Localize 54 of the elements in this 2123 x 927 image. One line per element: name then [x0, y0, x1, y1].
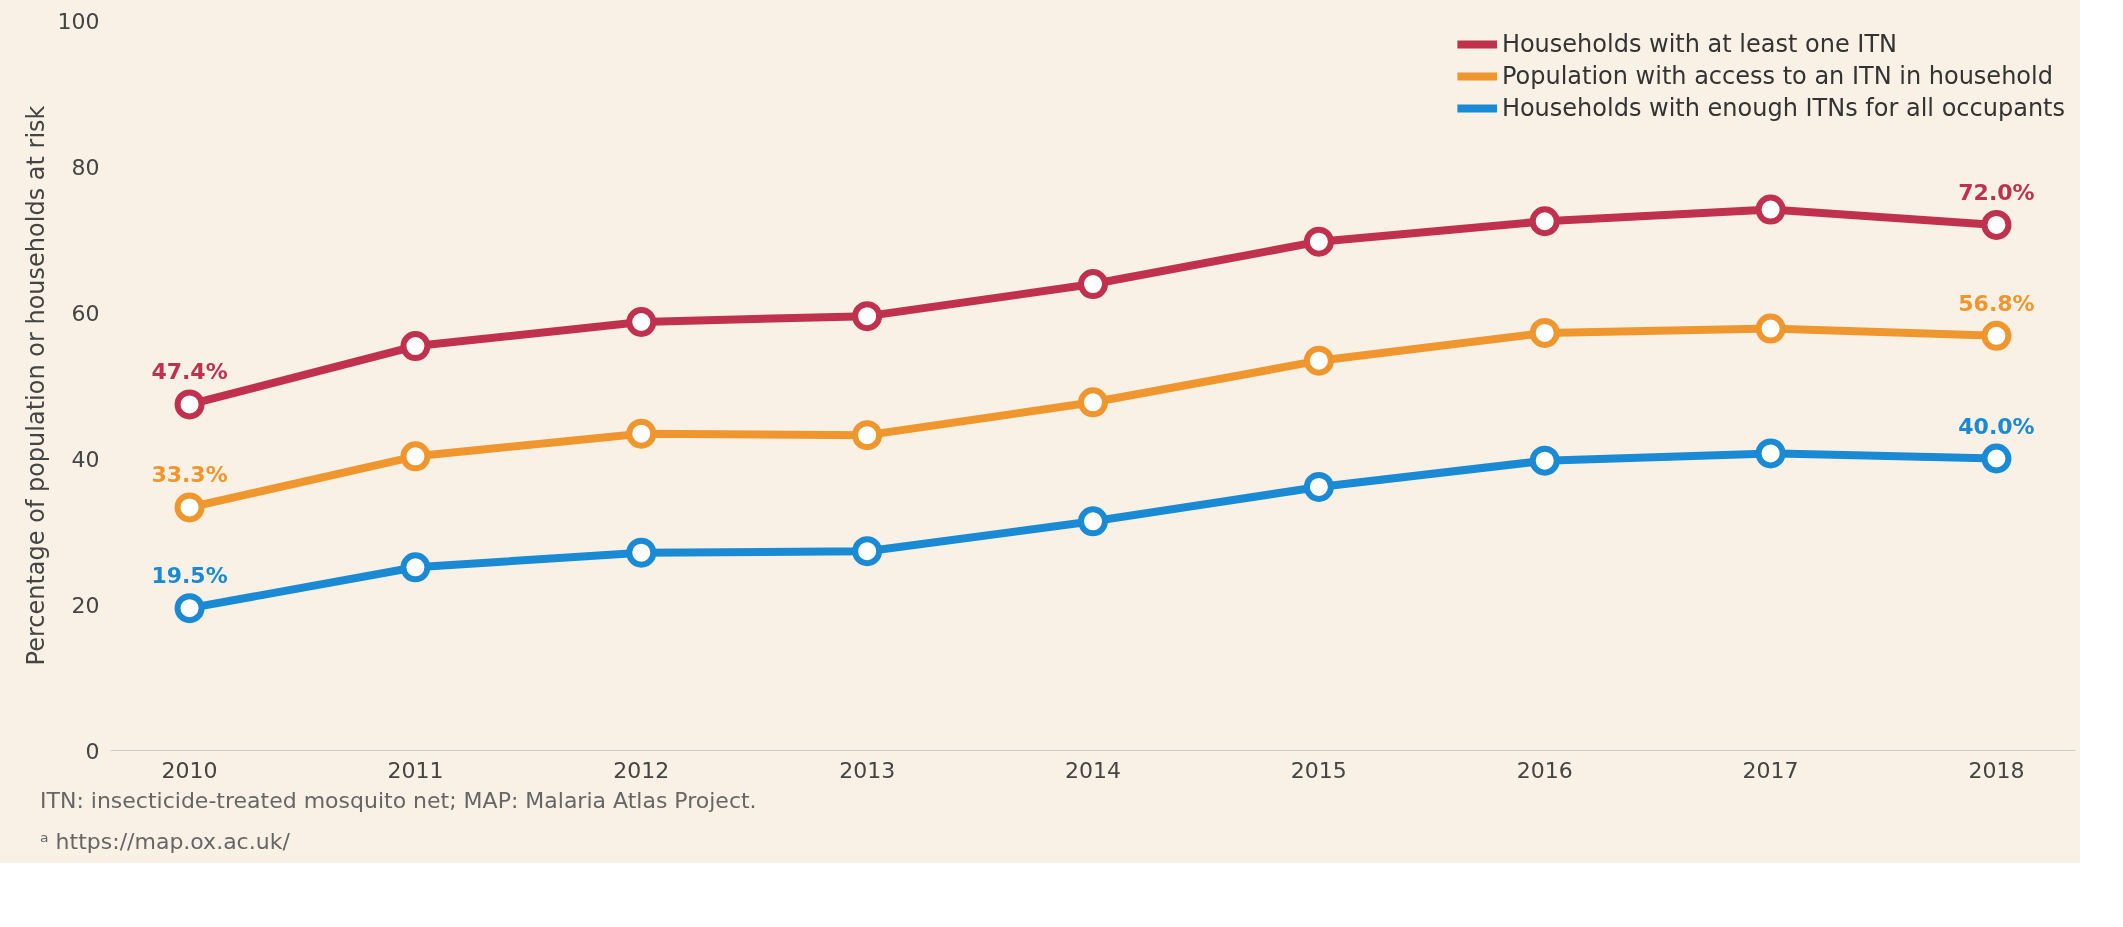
y-tick-label: 0 — [85, 738, 100, 764]
point — [1529, 317, 1560, 348]
point — [1981, 320, 2012, 351]
y-tick-label: 80 — [71, 154, 100, 180]
point — [852, 536, 883, 567]
point — [400, 441, 431, 472]
point — [626, 418, 657, 449]
point — [1078, 506, 1108, 537]
x-tick-label: 2017 — [1742, 757, 1799, 783]
data-label: 72.0% — [1958, 179, 2035, 205]
x-tick-label: 2015 — [1290, 757, 1347, 783]
point — [1529, 445, 1560, 476]
point — [174, 389, 205, 420]
point — [1303, 226, 1334, 257]
data-label: 19.5% — [151, 563, 228, 589]
point — [400, 331, 431, 362]
point — [626, 307, 657, 337]
text: ᵃ https://map.ox.ac.uk/ — [40, 828, 290, 857]
point — [174, 492, 205, 523]
point — [852, 420, 883, 451]
y-tick-label: 20 — [71, 592, 100, 618]
point — [1755, 438, 1786, 469]
data-label: 47.4% — [151, 359, 228, 385]
data-label: 56.8% — [1958, 290, 2035, 316]
y-axis-title: Percentage of population or households at risk — [21, 105, 50, 666]
point — [1981, 443, 2012, 474]
y-tick-label: 40 — [71, 446, 100, 472]
data-label: 33.3% — [151, 462, 228, 488]
legend-label: Households with at least one ITN — [1501, 30, 1897, 58]
point — [1303, 471, 1334, 502]
legend-label: Households with enough ITNs for all occupants — [1501, 94, 2065, 122]
x-tick-label: 2011 — [387, 757, 444, 783]
point — [1755, 313, 1786, 344]
legend-label: Population with access to an ITN in household — [1501, 62, 2053, 90]
x-tick-label: 2018 — [1968, 757, 2025, 783]
point — [1755, 194, 1786, 225]
point — [1303, 345, 1334, 376]
point — [1078, 387, 1108, 418]
point — [400, 552, 431, 583]
point — [1981, 209, 2012, 240]
point — [1529, 206, 1560, 237]
point — [174, 593, 205, 624]
x-tick-label: 2010 — [161, 757, 218, 783]
x-tick-label: 2012 — [613, 757, 670, 783]
x-tick-label: 2013 — [839, 757, 896, 783]
data-label: 40.0% — [1958, 413, 2035, 439]
point — [852, 301, 883, 332]
y-tick-label: 100 — [57, 8, 100, 34]
text: ITN: insecticide-treated mosquito net; MAP: Malaria Atlas Project. — [40, 787, 757, 815]
point — [1078, 269, 1108, 300]
x-tick-label: 2014 — [1065, 757, 1122, 783]
point — [626, 537, 657, 568]
y-tick-label: 60 — [71, 300, 100, 326]
x-tick-label: 2016 — [1516, 757, 1573, 783]
